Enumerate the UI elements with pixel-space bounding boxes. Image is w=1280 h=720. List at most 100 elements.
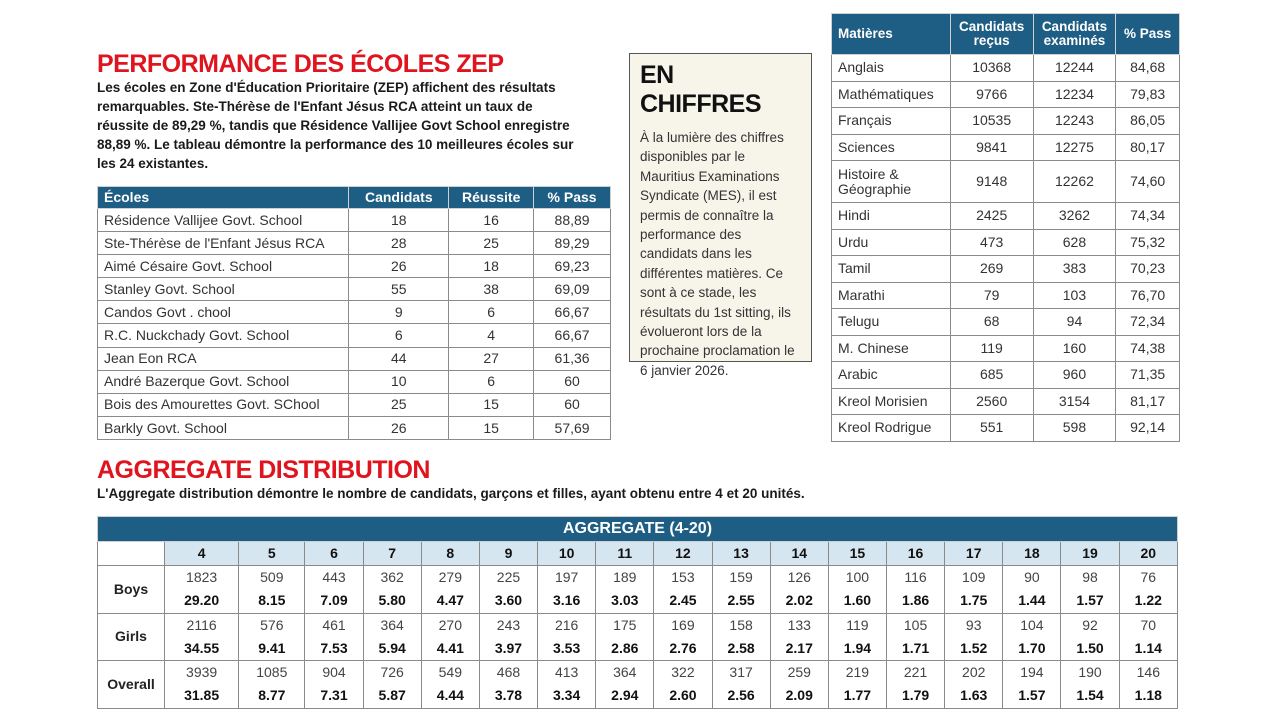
- table-cell: 80,17: [1115, 133, 1180, 161]
- aggregate-count: 169: [653, 612, 713, 637]
- subject-name: Histoire & Géographie: [831, 160, 951, 203]
- table-cell: 12243: [1032, 107, 1117, 135]
- table-cell: 3154: [1032, 387, 1117, 415]
- table-cell: 84,68: [1115, 54, 1180, 82]
- aggregate-percent: 2.45: [653, 589, 713, 614]
- schools-header-row: Écoles Candidats Réussite % Pass: [96, 186, 611, 209]
- aggregate-percent: 1.57: [1002, 684, 1062, 709]
- zep-title: PERFORMANCE DES ÉCOLES ZEP: [97, 50, 504, 78]
- table-cell: 119: [949, 334, 1034, 362]
- table-cell: 79: [949, 281, 1034, 309]
- aggregate-count: 189: [595, 565, 655, 589]
- subjects-header-pass: % Pass: [1115, 13, 1180, 55]
- aggregate-unit: 18: [1002, 541, 1062, 566]
- aggregate-count: 549: [420, 660, 480, 684]
- table-cell: 551: [949, 414, 1034, 442]
- table-cell: 27: [448, 346, 535, 371]
- table-row: Arabic 685 960 71,35: [831, 361, 1180, 389]
- table-row: Urdu 473 628 75,32: [831, 228, 1180, 256]
- table-cell: 89,29: [533, 231, 611, 256]
- aggregate-count-row: Boys 1823 509 443 362 279 225 197 189 153 159 126 10…: [97, 565, 1179, 614]
- aggregate-percent: 1.54: [1060, 684, 1120, 709]
- aggregate-unit: 14: [769, 541, 829, 566]
- aggregate-count: 364: [595, 660, 655, 684]
- table-cell: 6: [348, 323, 450, 348]
- aggregate-count: 90: [1002, 565, 1062, 589]
- aggregate-unit: 20: [1118, 541, 1179, 566]
- subject-name: Urdu: [831, 228, 951, 256]
- table-cell: 15: [448, 415, 535, 440]
- aggregate-percent: 1.57: [1060, 589, 1120, 614]
- table-cell: 74,34: [1115, 202, 1180, 230]
- table-row: Candos Govt . chool 9 6 66,67: [96, 300, 611, 325]
- table-row: Anglais 10368 12244 84,68: [831, 54, 1180, 82]
- table-cell: 57,69: [533, 415, 611, 440]
- table-cell: 4: [448, 323, 535, 348]
- table-row: Tamil 269 383 70,23: [831, 255, 1180, 283]
- school-name: R.C. Nuckchady Govt. School: [96, 323, 350, 348]
- table-cell: 12234: [1032, 80, 1117, 108]
- table-cell: 38: [448, 277, 535, 302]
- table-cell: 18: [348, 207, 450, 233]
- table-row: Marathi 79 103 76,70: [831, 281, 1180, 309]
- subject-name: Tamil: [831, 255, 951, 283]
- table-cell: 628: [1032, 228, 1117, 256]
- table-cell: 10368: [949, 54, 1034, 82]
- aggregate-percent: 3.78: [478, 684, 539, 709]
- aggregate-percent: 3.34: [537, 684, 597, 709]
- aggregate-percent: 7.53: [304, 636, 364, 661]
- aggregate-percent: 1.44: [1002, 589, 1062, 614]
- table-cell: 74,38: [1115, 334, 1180, 362]
- aggregate-count: 904: [304, 660, 364, 684]
- zep-intro-line: les 24 existantes.: [97, 156, 209, 171]
- aggregate-percent: 2.56: [711, 684, 771, 709]
- table-row: Aimé Césaire Govt. School 26 18 69,23: [96, 254, 611, 279]
- aggregate-percent: 1.70: [1002, 636, 1062, 661]
- table-cell: 61,36: [533, 346, 611, 371]
- aggregate-percent: 1.50: [1060, 636, 1120, 661]
- aggregate-count: 270: [420, 612, 480, 637]
- aggregate-count: 70: [1118, 612, 1179, 637]
- aggregate-intro: L'Aggregate distribution démontre le nom…: [97, 486, 805, 501]
- aggregate-percent: 2.55: [711, 589, 771, 614]
- aggregate-percent: 4.47: [420, 589, 480, 614]
- table-row: Hindi 2425 3262 74,34: [831, 202, 1180, 230]
- table-row: Telugu 68 94 72,34: [831, 308, 1180, 336]
- aggregate-percent: 3.16: [537, 589, 597, 614]
- table-cell: 6: [448, 369, 535, 394]
- aggregate-unit: 5: [238, 541, 306, 566]
- subject-name: Hindi: [831, 202, 951, 230]
- aggregate-count: 468: [478, 660, 539, 684]
- aggregate-count: 216: [537, 612, 597, 637]
- aggregate-count: 2116: [163, 612, 240, 637]
- aggregate-count-row: Overall 3939 1085 904 726 549 468 413 364 322 317 2…: [97, 660, 1179, 709]
- table-cell: 2425: [949, 202, 1034, 230]
- aggregate-count: 1823: [163, 565, 240, 589]
- subject-name: M. Chinese: [831, 334, 951, 362]
- table-cell: 94: [1032, 308, 1117, 336]
- aggregate-table-title: AGGREGATE (4-20): [97, 516, 1178, 542]
- table-cell: 60: [533, 392, 611, 417]
- aggregate-count: 159: [711, 565, 771, 589]
- table-cell: 12262: [1032, 160, 1117, 203]
- aggregate-count: 279: [420, 565, 480, 589]
- aggregate-count: 197: [537, 565, 597, 589]
- table-row: Résidence Vallijee Govt. School 18 16 88,89: [96, 207, 611, 233]
- zep-intro-line: réussite de 89,29 %, tandis que Résidenc…: [97, 118, 570, 133]
- aggregate-percent: 1.75: [944, 589, 1004, 614]
- aggregate-group-label: Boys: [97, 565, 165, 614]
- table-cell: 2560: [949, 387, 1034, 415]
- school-name: Stanley Govt. School: [96, 277, 350, 302]
- subjects-header-examines: Candidats examinés: [1032, 13, 1117, 55]
- schools-body: Résidence Vallijee Govt. School 18 16 88,89…: [96, 207, 611, 440]
- table-cell: 269: [949, 255, 1034, 283]
- aggregate-percent: 31.85: [163, 684, 240, 709]
- schools-header-reussite: Réussite: [448, 186, 535, 209]
- aggregate-count: 98: [1060, 565, 1120, 589]
- aggregate-percent: 2.60: [653, 684, 713, 709]
- en-chiffres-box: EN CHIFFRES À la lumière des chiffres di…: [629, 53, 812, 378]
- table-row: Barkly Govt. School 26 15 57,69: [96, 415, 611, 440]
- table-cell: 10: [348, 369, 450, 394]
- aggregate-percent: 29.20: [163, 589, 240, 614]
- aggregate-percent: 1.77: [827, 684, 887, 709]
